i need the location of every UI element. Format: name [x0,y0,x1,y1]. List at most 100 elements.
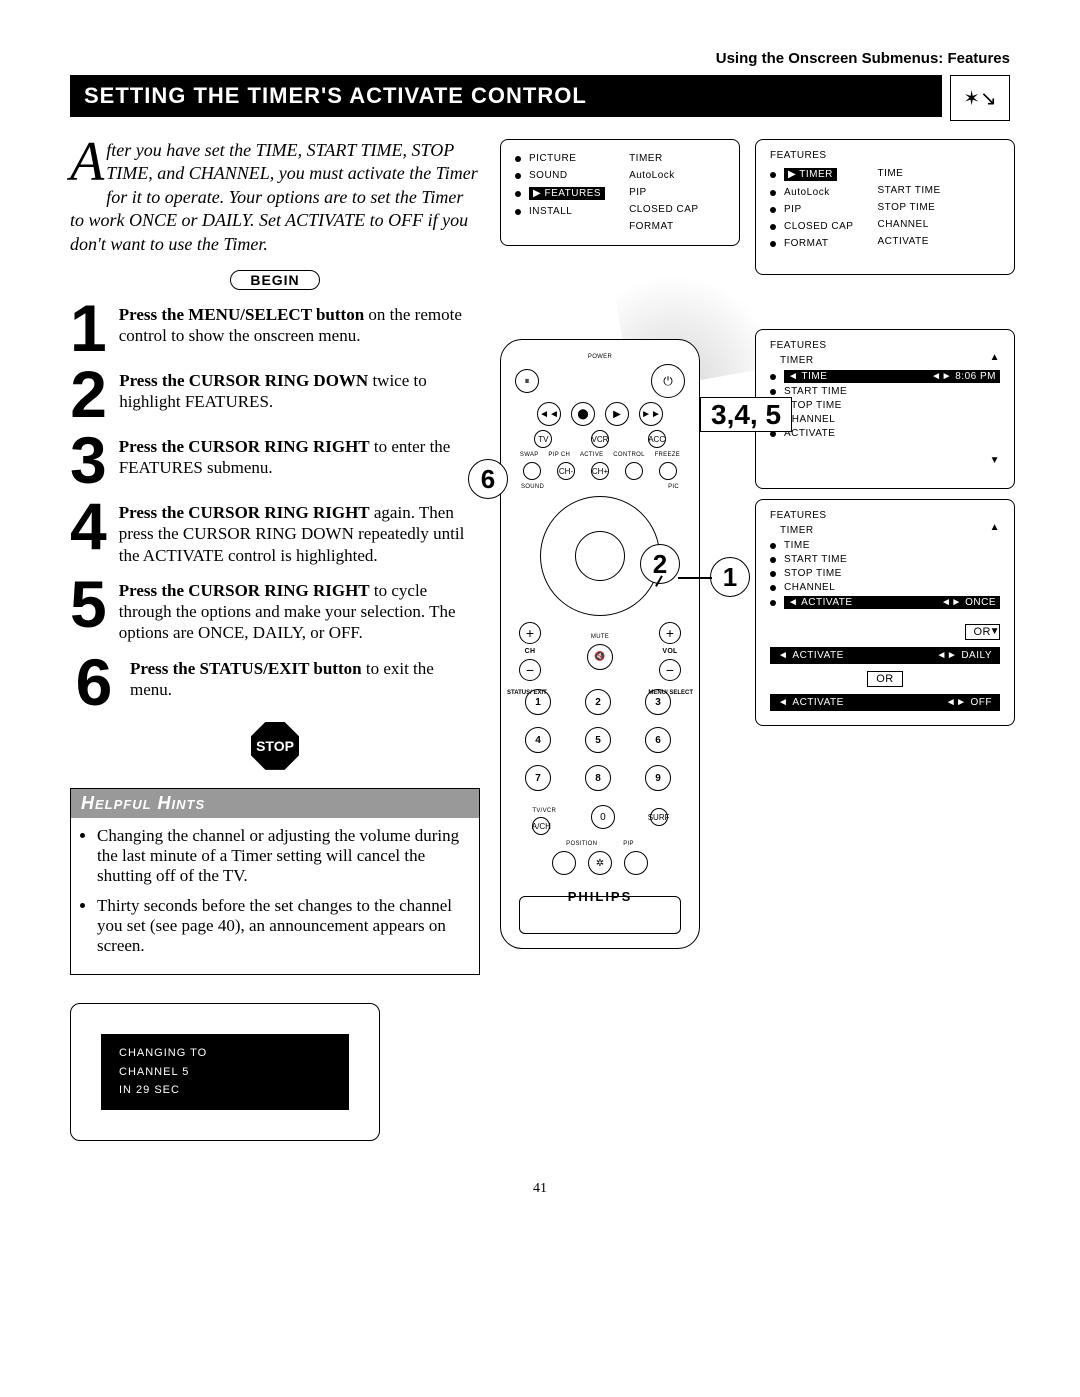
callout-345: 3,4, 5 [700,397,792,432]
vol-down-button[interactable]: − [659,659,681,681]
menu-subitem: FORMAT [629,221,698,232]
step-number: 5 [70,576,107,644]
page-title: SETTING THE TIMER'S ACTIVATE CONTROL [70,75,942,117]
sound-label: SOUND [521,484,544,490]
menu-item [770,612,1000,618]
menu3-head: FEATURES [770,340,1000,351]
chm-button[interactable]: CH- [557,462,575,480]
step-text: Press the MENU/SELECT button on the remo… [119,300,480,356]
menu-item: ▶ FEATURES [515,187,605,200]
control-label: CONTROL [613,452,644,458]
pic-label: PIC [668,484,679,490]
menu-subitem: TIMER [629,153,698,164]
step: 2 Press the CURSOR RING DOWN twice to hi… [70,366,480,422]
callout-6: 6 [468,459,508,499]
menu4-head: FEATURES [770,510,1000,521]
stop-button[interactable]: ⬤ [571,402,595,426]
menu-item: ◄ TIME◄► 8:06 PM [770,370,1000,383]
swap-label: SWAP [520,452,539,458]
scroll-up-icon: ▲ [990,352,1000,363]
step-number: 3 [70,432,107,488]
swap-button[interactable] [523,462,541,480]
num-4-button[interactable]: 4 [525,727,551,753]
menu-item: CHANNEL [770,582,1000,593]
num-9-button[interactable]: 9 [645,765,671,791]
num-6-button[interactable]: 6 [645,727,671,753]
ann-line2: CHANNEL 5 [119,1063,331,1082]
surf-button[interactable]: SURF [650,808,668,826]
scroll-down-icon: ▼ [990,455,1000,466]
pip-label: PIP [623,841,634,847]
step: 6 Press the STATUS/EXIT button to exit t… [70,654,480,710]
num-2-button[interactable]: 2 [585,689,611,715]
mute-button[interactable]: 🔇 [587,644,613,670]
announcement-inner: CHANGING TO CHANNEL 5 IN 29 SEC [101,1034,349,1110]
scroll-up-icon: ▲ [990,522,1000,533]
callout-1: 1 [710,557,750,597]
pip-button[interactable] [624,851,648,875]
step-text: Press the CURSOR RING RIGHT to enter the… [119,432,480,488]
step: 5 Press the CURSOR RING RIGHT to cycle t… [70,576,480,644]
step-number: 6 [70,654,118,710]
pipch-label: PIP CH [548,452,570,458]
step: 4 Press the CURSOR RING RIGHT again. The… [70,498,480,566]
ch-down-button[interactable]: − [519,659,541,681]
menu-item: SOUND [515,170,605,181]
menu-item: FORMAT [770,238,853,249]
menu-item: ACTIVATE [770,428,1000,439]
play-button[interactable]: ▶ [605,402,629,426]
step-text: Press the STATUS/EXIT button to exit the… [130,654,480,710]
title-icon: ✶↘ [950,75,1010,121]
menu-item: START TIME [770,386,1000,397]
num-0-button[interactable]: 0 [591,805,615,829]
intro-paragraph: A fter you have set the TIME, START TIME… [70,139,480,256]
hints-box: Helpful Hints Changing the channel or ad… [70,788,480,975]
menu4-sub: TIMER [780,525,1000,536]
brand-logo: PHILIPS [515,889,685,904]
num-8-button[interactable]: 8 [585,765,611,791]
power-label: POWER [515,354,685,360]
vol-up-button[interactable]: + [659,622,681,644]
tvvcr-button[interactable]: A/CH [532,817,550,835]
ff-button[interactable]: ►► [639,402,663,426]
position-button[interactable] [552,851,576,875]
control-button[interactable] [625,462,643,480]
step: 3 Press the CURSOR RING RIGHT to enter t… [70,432,480,488]
power-button[interactable]: ⏻ [651,364,685,398]
active-label: ACTIVE [580,452,603,458]
menu-item: CHANNEL [770,414,1000,425]
status-exit-label: STATUS/ EXIT [507,690,547,696]
ch-up-button[interactable]: + [519,622,541,644]
step-text: Press the CURSOR RING RIGHT again. Then … [119,498,480,566]
remote-control: POWER ⏸ ⏻ ◄◄ ⬤ ▶ ►► TV VCR ACC [500,339,700,949]
step-number: 2 [70,366,107,422]
menu-item: STOP TIME [770,568,1000,579]
acc-button[interactable]: ACC [648,430,666,448]
hints-title: Helpful Hints [71,789,479,818]
menu-panel-main: PICTURESOUND▶ FEATURESINSTALLTIMERAutoLo… [500,139,740,246]
menu-item: ▶ TIMER [770,168,853,181]
tv-button[interactable]: TV [534,430,552,448]
vol-label: VOL [662,648,677,655]
announcement-box: CHANGING TO CHANNEL 5 IN 29 SEC [70,1003,380,1141]
pip-center-button[interactable]: ✲ [588,851,612,875]
menu-panel-timer: FEATURES TIMER ▲ ◄ TIME◄► 8:06 PM START T… [755,329,1015,489]
menu-subitem: AutoLock [629,170,698,181]
pause-button[interactable]: ⏸ [515,369,539,393]
menu3-sub: TIMER [780,355,1000,366]
num-7-button[interactable]: 7 [525,765,551,791]
freeze-button[interactable] [659,462,677,480]
activate-option-off: ◄ ACTIVATE ◄► OFF [770,694,1000,711]
num-5-button[interactable]: 5 [585,727,611,753]
menu-subitem: STOP TIME [877,202,940,213]
menu-item: TIME [770,540,1000,551]
vcr-button[interactable]: VCR [591,430,609,448]
menu-item: CLOSED CAP [770,221,853,232]
rewind-button[interactable]: ◄◄ [537,402,561,426]
menu-subitem: START TIME [877,185,940,196]
chp-button[interactable]: CH+ [591,462,609,480]
menu-subitem: CHANNEL [877,219,940,230]
menu-item: PICTURE [515,153,605,164]
step-text: Press the CURSOR RING DOWN twice to high… [119,366,480,422]
page-number: 41 [0,1181,1080,1197]
